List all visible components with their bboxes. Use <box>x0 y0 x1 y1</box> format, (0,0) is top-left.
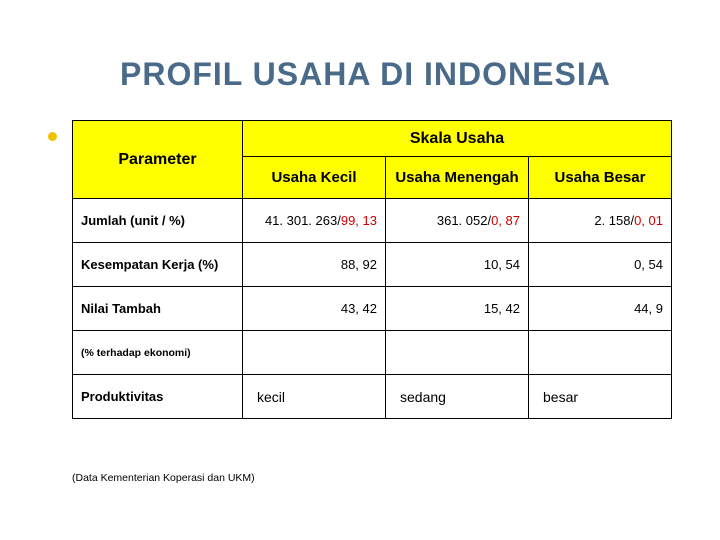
footnote: (Data Kementerian Koperasi dan UKM) <box>72 472 255 484</box>
cell <box>243 331 386 375</box>
table-row: Nilai Tambah 43, 42 15, 42 44, 9 <box>73 287 672 331</box>
table-row: (% terhadap ekonomi) <box>73 331 672 375</box>
cell: 2. 158/0, 01 <box>529 199 672 243</box>
cell: 41. 301. 263/99, 13 <box>243 199 386 243</box>
header-parameter: Parameter <box>73 121 243 199</box>
page-title: PROFIL USAHA DI INDONESIA <box>120 56 611 93</box>
row-label: Nilai Tambah <box>73 287 243 331</box>
table-row: Produktivitas kecil sedang besar <box>73 375 672 419</box>
row-label: Produktivitas <box>73 375 243 419</box>
col-usaha-besar: Usaha Besar <box>529 157 672 199</box>
cell: 10, 54 <box>386 243 529 287</box>
row-label: Jumlah (unit / %) <box>73 199 243 243</box>
cell: 361. 052/0, 87 <box>386 199 529 243</box>
table-row: Jumlah (unit / %) 41. 301. 263/99, 13 36… <box>73 199 672 243</box>
bullet-dot <box>48 132 57 141</box>
cell <box>386 331 529 375</box>
cell: 15, 42 <box>386 287 529 331</box>
cell: 43, 42 <box>243 287 386 331</box>
cell <box>529 331 672 375</box>
profile-table: Parameter Skala Usaha Usaha Kecil Usaha … <box>72 120 672 419</box>
cell: besar <box>529 375 672 419</box>
table-row: Kesempatan Kerja (%) 88, 92 10, 54 0, 54 <box>73 243 672 287</box>
row-label: Kesempatan Kerja (%) <box>73 243 243 287</box>
header-skala-usaha: Skala Usaha <box>243 121 672 157</box>
row-label: (% terhadap ekonomi) <box>73 331 243 375</box>
col-usaha-menengah: Usaha Menengah <box>386 157 529 199</box>
cell: 44, 9 <box>529 287 672 331</box>
cell: kecil <box>243 375 386 419</box>
cell: sedang <box>386 375 529 419</box>
cell: 88, 92 <box>243 243 386 287</box>
cell: 0, 54 <box>529 243 672 287</box>
col-usaha-kecil: Usaha Kecil <box>243 157 386 199</box>
